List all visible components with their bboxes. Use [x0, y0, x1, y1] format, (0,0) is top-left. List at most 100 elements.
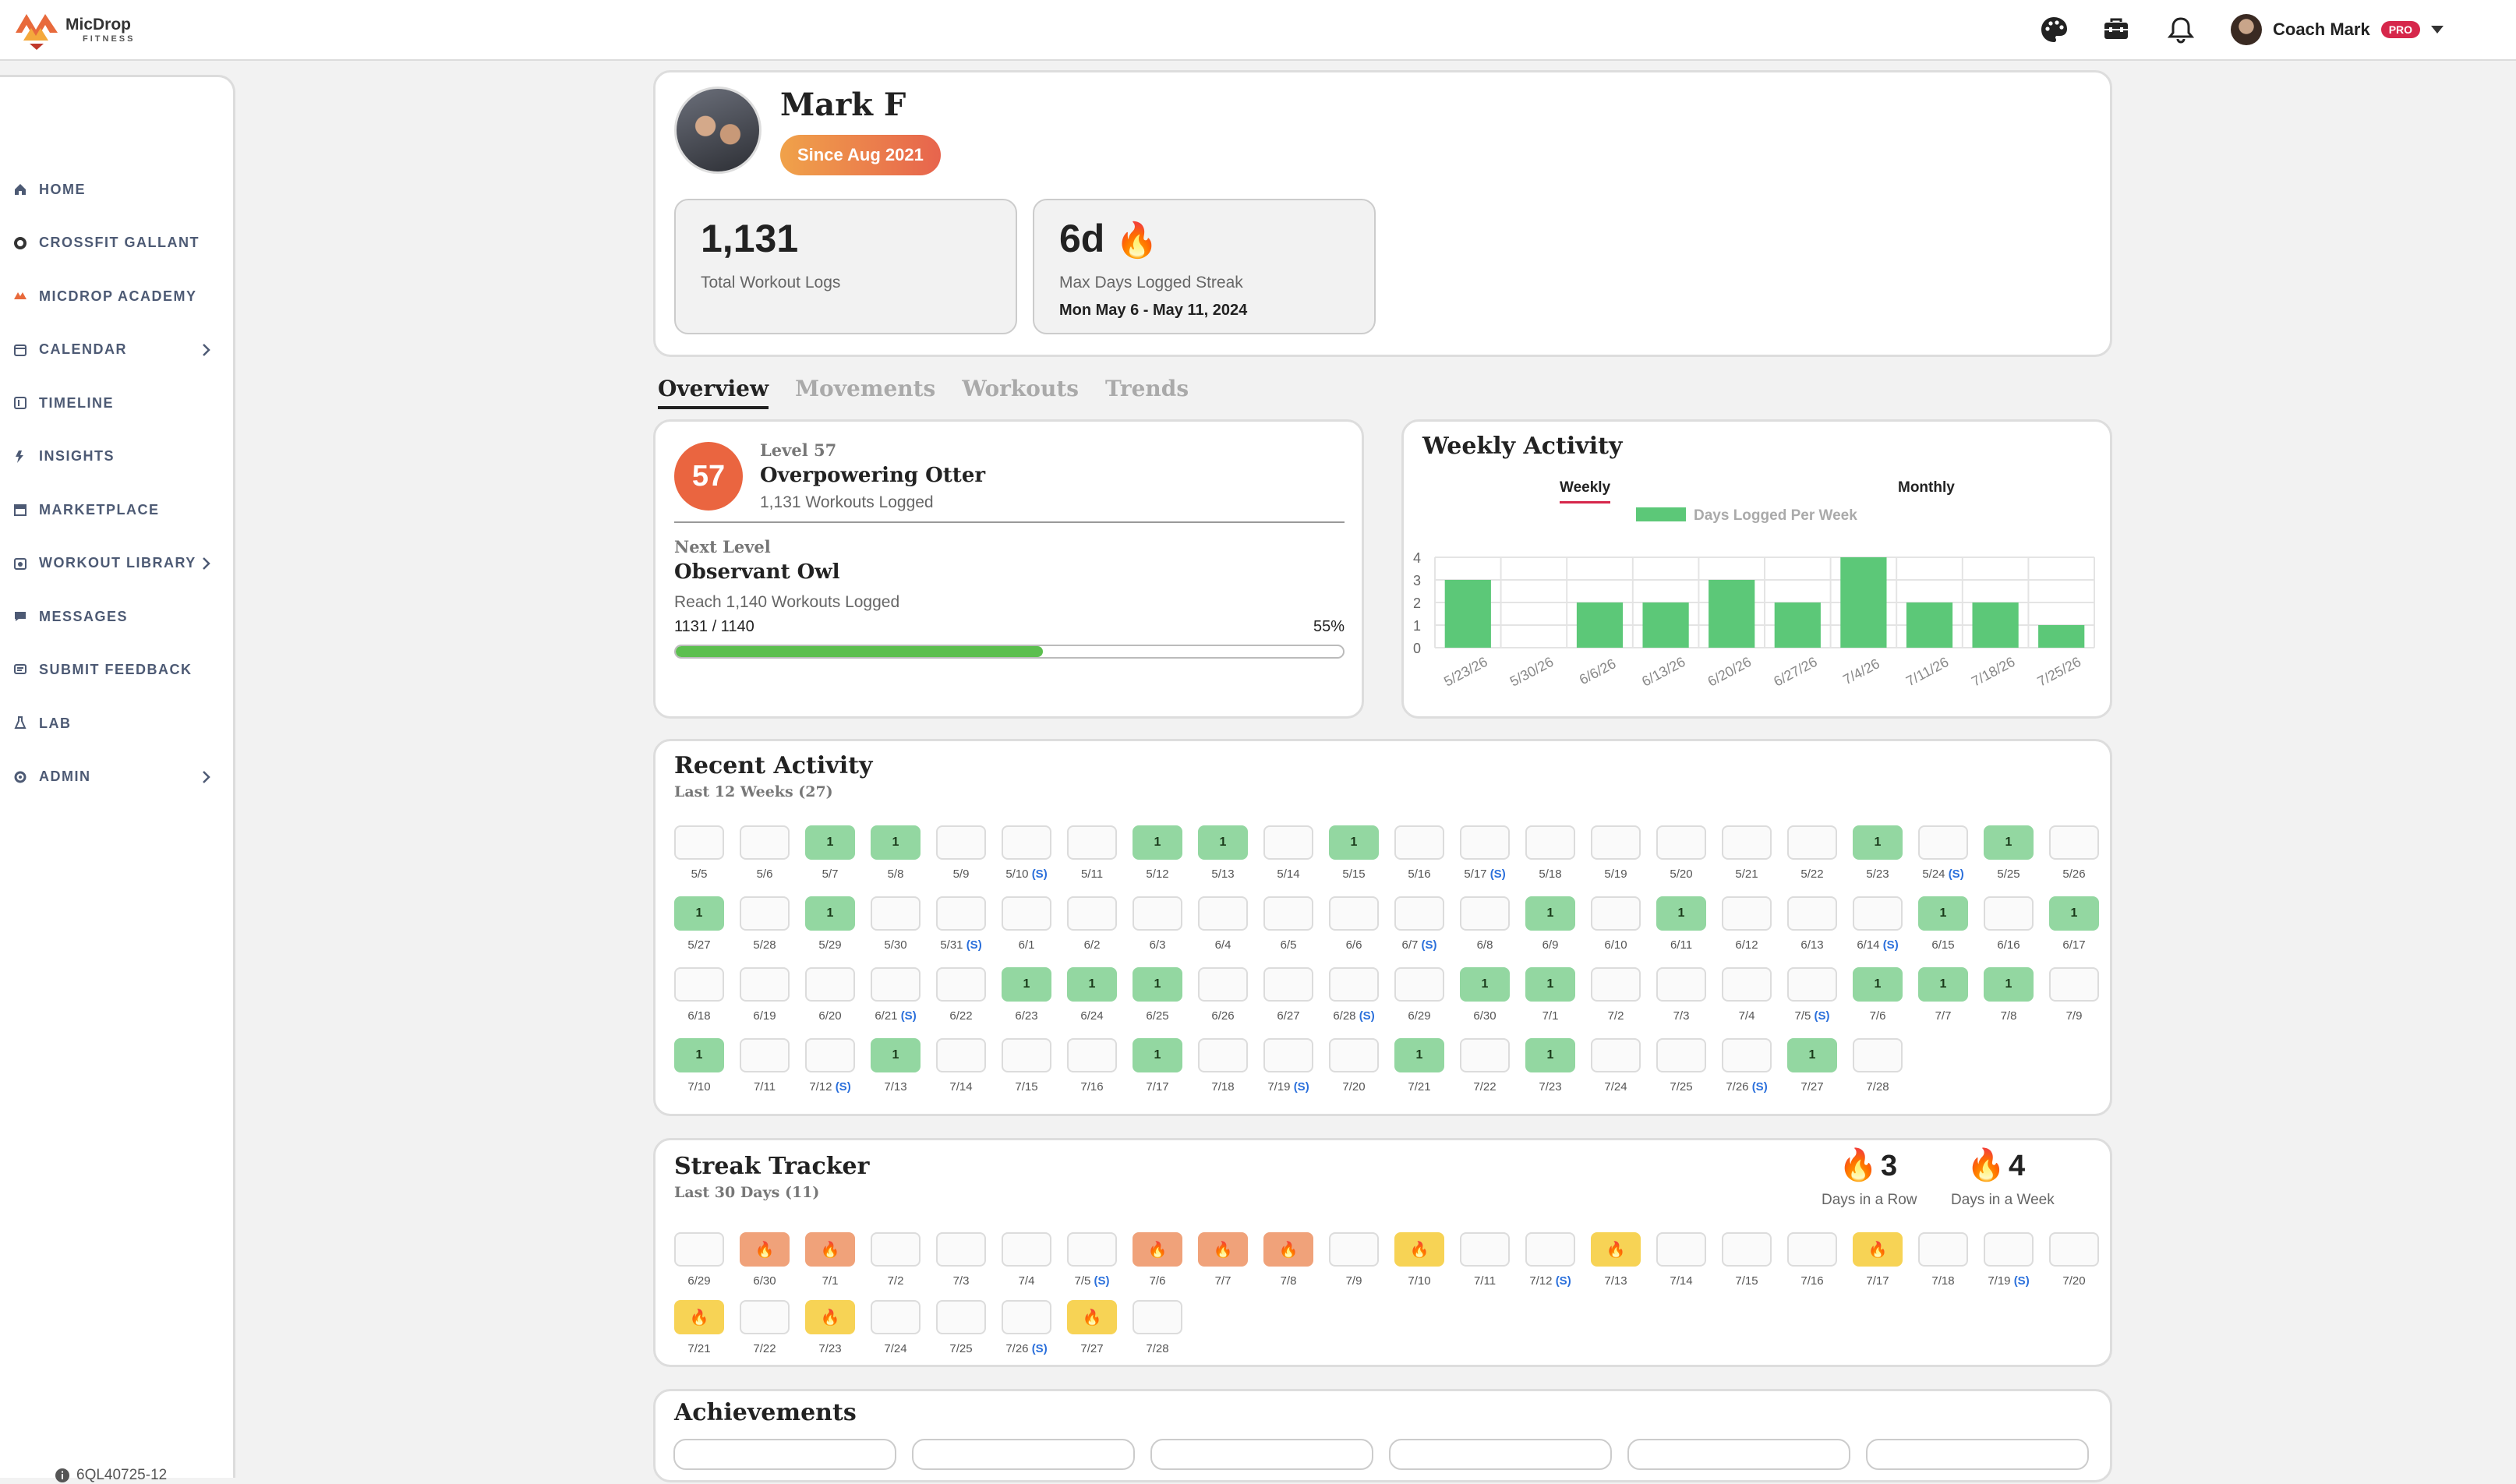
streak-day[interactable]: 🔥 7/8 [1263, 1232, 1313, 1288]
activity-day-box[interactable] [1525, 825, 1575, 860]
sidebar-item-micdrop-academy[interactable]: MICDROP ACADEMY [12, 281, 223, 312]
activity-day-box[interactable] [1722, 1038, 1772, 1072]
activity-day-box[interactable]: 1 [1460, 967, 1510, 1002]
streak-day-box[interactable]: 🔥 [805, 1300, 855, 1334]
bar-7/4/26[interactable] [1840, 557, 1887, 648]
activity-day[interactable]: 6/3 [1133, 896, 1182, 952]
activity-day[interactable]: 6/20 [805, 967, 855, 1023]
activity-day[interactable]: 1 6/24 [1067, 967, 1117, 1023]
activity-day-box[interactable] [936, 967, 986, 1002]
streak-day[interactable]: 🔥 7/17 [1853, 1232, 1903, 1288]
activity-day-box[interactable]: 1 [805, 825, 855, 860]
streak-day[interactable]: 7/4 [1002, 1232, 1051, 1288]
activity-day[interactable]: 1 5/15 [1329, 825, 1379, 881]
activity-day-box[interactable]: 1 [1853, 825, 1903, 860]
activity-day[interactable]: 7/19 (S) [1263, 1038, 1313, 1094]
activity-day-box[interactable] [2049, 825, 2099, 860]
streak-day-box[interactable] [1525, 1232, 1575, 1267]
streak-day-box[interactable]: 🔥 [1198, 1232, 1248, 1267]
activity-day[interactable]: 5/14 [1263, 825, 1313, 881]
streak-day[interactable]: 7/22 [740, 1300, 790, 1355]
tab-overview[interactable]: Overview [658, 376, 769, 409]
activity-day-box[interactable] [1787, 896, 1837, 931]
activity-day-box[interactable]: 1 [674, 896, 724, 931]
activity-day[interactable]: 6/28 (S) [1329, 967, 1379, 1023]
streak-day[interactable]: 🔥 7/27 [1067, 1300, 1117, 1355]
streak-day-box[interactable]: 🔥 [740, 1232, 790, 1267]
sidebar-item-submit-feedback[interactable]: SUBMIT FEEDBACK [12, 655, 223, 686]
activity-day-box[interactable] [1656, 825, 1706, 860]
activity-day[interactable]: 5/21 [1722, 825, 1772, 881]
activity-day[interactable]: 5/17 (S) [1460, 825, 1510, 881]
activity-day[interactable]: 1 7/7 [1918, 967, 1968, 1023]
activity-day-box[interactable] [1918, 825, 1968, 860]
activity-day-box[interactable] [740, 967, 790, 1002]
streak-day-box[interactable]: 🔥 [1133, 1232, 1182, 1267]
achievement-tile[interactable] [1627, 1439, 1850, 1470]
streak-day-box[interactable] [1722, 1232, 1772, 1267]
activity-day[interactable]: 7/12 (S) [805, 1038, 855, 1094]
streak-day[interactable]: 7/26 (S) [1002, 1300, 1051, 1355]
activity-day-box[interactable]: 1 [805, 896, 855, 931]
activity-day[interactable]: 1 5/29 [805, 896, 855, 952]
activity-day[interactable]: 6/21 (S) [871, 967, 921, 1023]
activity-day-box[interactable] [1002, 896, 1051, 931]
activity-day-box[interactable] [1263, 1038, 1313, 1072]
activity-day[interactable]: 7/22 [1460, 1038, 1510, 1094]
activity-day[interactable]: 1 7/17 [1133, 1038, 1182, 1094]
activity-day-box[interactable]: 1 [1918, 967, 1968, 1002]
toggle-monthly[interactable]: Monthly [1898, 479, 1955, 496]
streak-day[interactable]: 🔥 7/10 [1394, 1232, 1444, 1288]
activity-day[interactable]: 7/15 [1002, 1038, 1051, 1094]
activity-day[interactable]: 1 7/10 [674, 1038, 724, 1094]
activity-day-box[interactable] [805, 1038, 855, 1072]
streak-day[interactable]: 🔥 7/23 [805, 1300, 855, 1355]
streak-day[interactable]: 🔥 7/7 [1198, 1232, 1248, 1288]
streak-day-box[interactable] [1787, 1232, 1837, 1267]
streak-day-box[interactable]: 🔥 [1263, 1232, 1313, 1267]
activity-day[interactable]: 6/29 [1394, 967, 1444, 1023]
streak-day-box[interactable] [936, 1232, 986, 1267]
activity-day-box[interactable] [1263, 896, 1313, 931]
activity-day-box[interactable] [1133, 896, 1182, 931]
activity-day-box[interactable] [1002, 825, 1051, 860]
activity-day[interactable]: 1 5/13 [1198, 825, 1248, 881]
activity-day[interactable]: 1 7/6 [1853, 967, 1903, 1023]
activity-day-box[interactable] [1460, 1038, 1510, 1072]
activity-day[interactable]: 1 6/11 [1656, 896, 1706, 952]
activity-day-box[interactable]: 1 [1133, 1038, 1182, 1072]
activity-day-box[interactable] [740, 1038, 790, 1072]
activity-day-box[interactable] [1591, 896, 1641, 931]
activity-day[interactable]: 1 7/21 [1394, 1038, 1444, 1094]
activity-day-box[interactable]: 1 [1133, 967, 1182, 1002]
tab-workouts[interactable]: Workouts [962, 376, 1080, 401]
activity-day[interactable]: 1 6/25 [1133, 967, 1182, 1023]
activity-day[interactable]: 6/8 [1460, 896, 1510, 952]
streak-day[interactable]: 7/5 (S) [1067, 1232, 1117, 1288]
toggle-weekly[interactable]: Weekly [1560, 479, 1611, 504]
tab-movements[interactable]: Movements [795, 376, 936, 401]
activity-day[interactable]: 5/28 [740, 896, 790, 952]
activity-day[interactable]: 7/20 [1329, 1038, 1379, 1094]
activity-day[interactable]: 6/19 [740, 967, 790, 1023]
activity-day-box[interactable] [805, 967, 855, 1002]
streak-day-box[interactable]: 🔥 [674, 1300, 724, 1334]
activity-day[interactable]: 7/11 [740, 1038, 790, 1094]
streak-day[interactable]: 🔥 7/1 [805, 1232, 855, 1288]
activity-day[interactable]: 6/4 [1198, 896, 1248, 952]
activity-day-box[interactable] [1787, 825, 1837, 860]
activity-day-box[interactable] [1722, 967, 1772, 1002]
bell-icon[interactable] [2165, 14, 2198, 47]
streak-day-box[interactable] [1329, 1232, 1379, 1267]
activity-day-box[interactable] [1787, 967, 1837, 1002]
sidebar-item-marketplace[interactable]: MARKETPLACE [12, 494, 223, 525]
streak-day[interactable]: 7/16 [1787, 1232, 1837, 1288]
streak-day-box[interactable] [2049, 1232, 2099, 1267]
sidebar-item-workout-library[interactable]: WORKOUT LIBRARY [12, 548, 223, 579]
activity-day-box[interactable]: 1 [1067, 967, 1117, 1002]
activity-day[interactable]: 6/18 [674, 967, 724, 1023]
activity-day-box[interactable]: 1 [871, 1038, 921, 1072]
activity-day-box[interactable] [1198, 967, 1248, 1002]
activity-day[interactable]: 6/12 [1722, 896, 1772, 952]
activity-day-box[interactable] [1853, 1038, 1903, 1072]
